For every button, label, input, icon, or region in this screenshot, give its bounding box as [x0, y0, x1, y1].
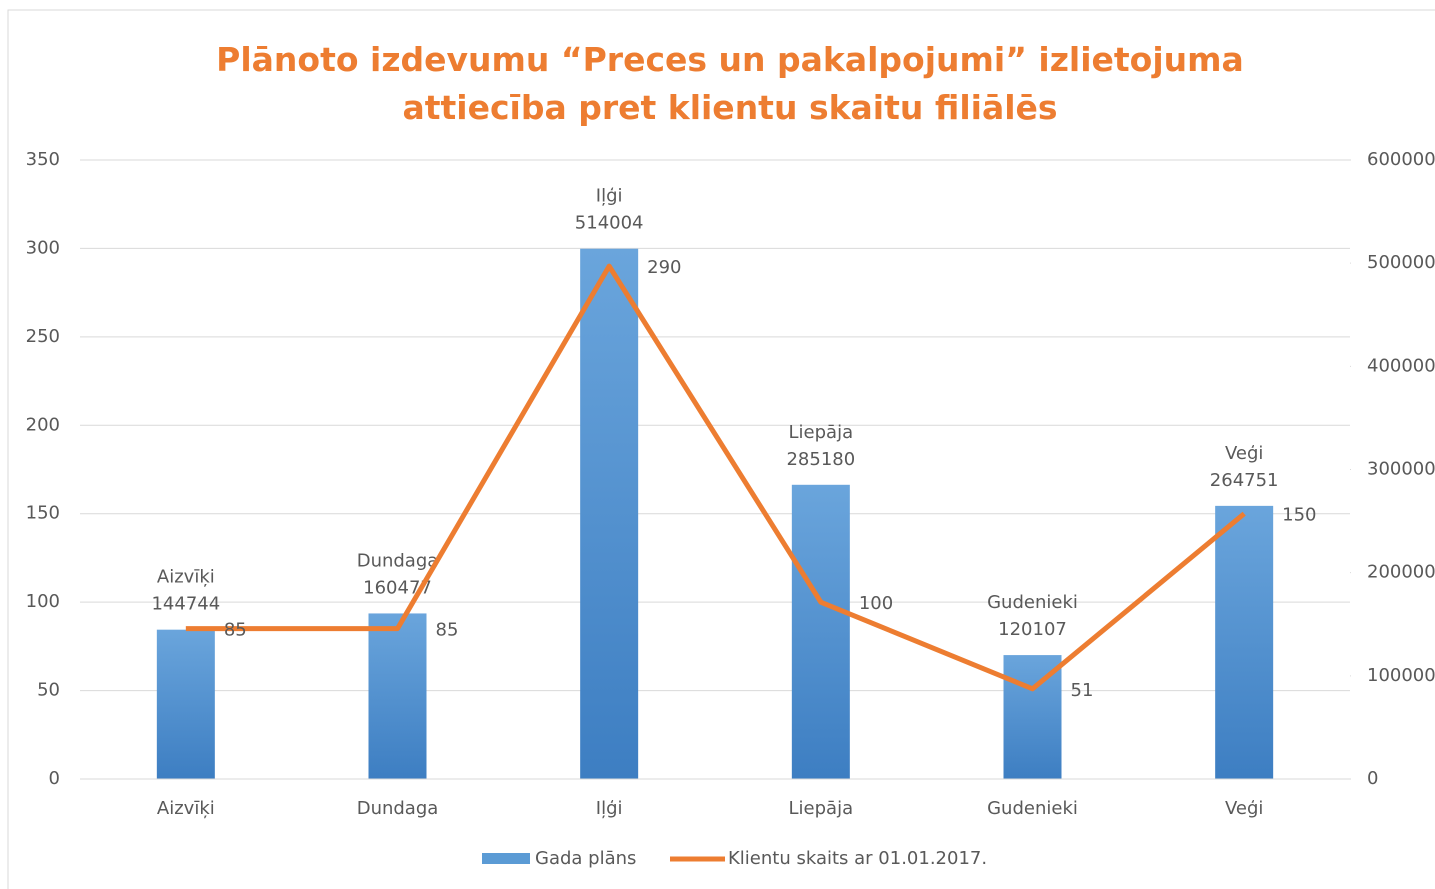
line-label: 85	[436, 620, 459, 641]
legend-label: Gada plāns	[535, 848, 636, 869]
y2-tick-label: 600000	[1367, 149, 1435, 170]
y2-tick-label: 200000	[1367, 562, 1435, 583]
bar-label-category: Iļģi	[596, 186, 623, 207]
bar-label-value: 514004	[575, 213, 644, 234]
bar-label-category: Veģi	[1225, 443, 1263, 464]
legend-swatch	[482, 853, 530, 864]
y2-tick-label: 500000	[1367, 252, 1435, 273]
x-tick-label: Aizvīķi	[157, 798, 215, 819]
line-label: 85	[224, 620, 247, 641]
line-label: 100	[859, 593, 893, 614]
line-label: 51	[1071, 680, 1094, 701]
bar	[368, 613, 427, 779]
bar-label-value: 160477	[363, 577, 432, 598]
chart-border	[7, 9, 1435, 889]
bar-label-category: Dundaga	[357, 550, 439, 571]
y-tick-label: 0	[49, 768, 60, 789]
x-tick-label: Liepāja	[789, 798, 854, 819]
y-tick-label: 250	[26, 326, 60, 347]
y2-tick-label: 400000	[1367, 355, 1435, 376]
bar-label-category: Gudenieki	[987, 592, 1078, 613]
y-tick-label: 50	[37, 680, 60, 701]
y-tick-label: 150	[26, 503, 60, 524]
line-label: 290	[647, 257, 681, 278]
bar	[791, 484, 850, 779]
bar	[156, 629, 215, 779]
y-tick-label: 200	[26, 414, 60, 435]
y2-tick-label: 0	[1367, 768, 1378, 789]
x-tick-label: Gudenieki	[987, 798, 1078, 819]
line-label: 150	[1282, 505, 1316, 526]
line	[185, 263, 1246, 692]
y-tick-label: 300	[26, 237, 60, 258]
y-tick-label: 350	[26, 149, 60, 170]
chart-title: Plānoto izdevumu “Preces un pakalpojumi”…	[216, 40, 1244, 127]
bar-label-value: 285180	[786, 449, 855, 470]
bar-label-category: Aizvīķi	[157, 567, 215, 588]
x-tick-label: Dundaga	[357, 798, 439, 819]
bar	[1215, 505, 1274, 779]
bar-label-category: Liepāja	[789, 422, 854, 443]
legend-label: Klientu skaits ar 01.01.2017.	[728, 848, 987, 869]
bar-label-value: 144744	[151, 594, 220, 615]
x-tick-label: Iļģi	[596, 798, 623, 819]
bar	[580, 248, 639, 779]
y-tick-label: 100	[26, 591, 60, 612]
bar-label-value: 120107	[998, 619, 1067, 640]
y2-tick-label: 100000	[1367, 665, 1435, 686]
bar-label-value: 264751	[1210, 470, 1279, 491]
y2-tick-label: 300000	[1367, 459, 1435, 480]
x-tick-label: Veģi	[1225, 798, 1263, 819]
